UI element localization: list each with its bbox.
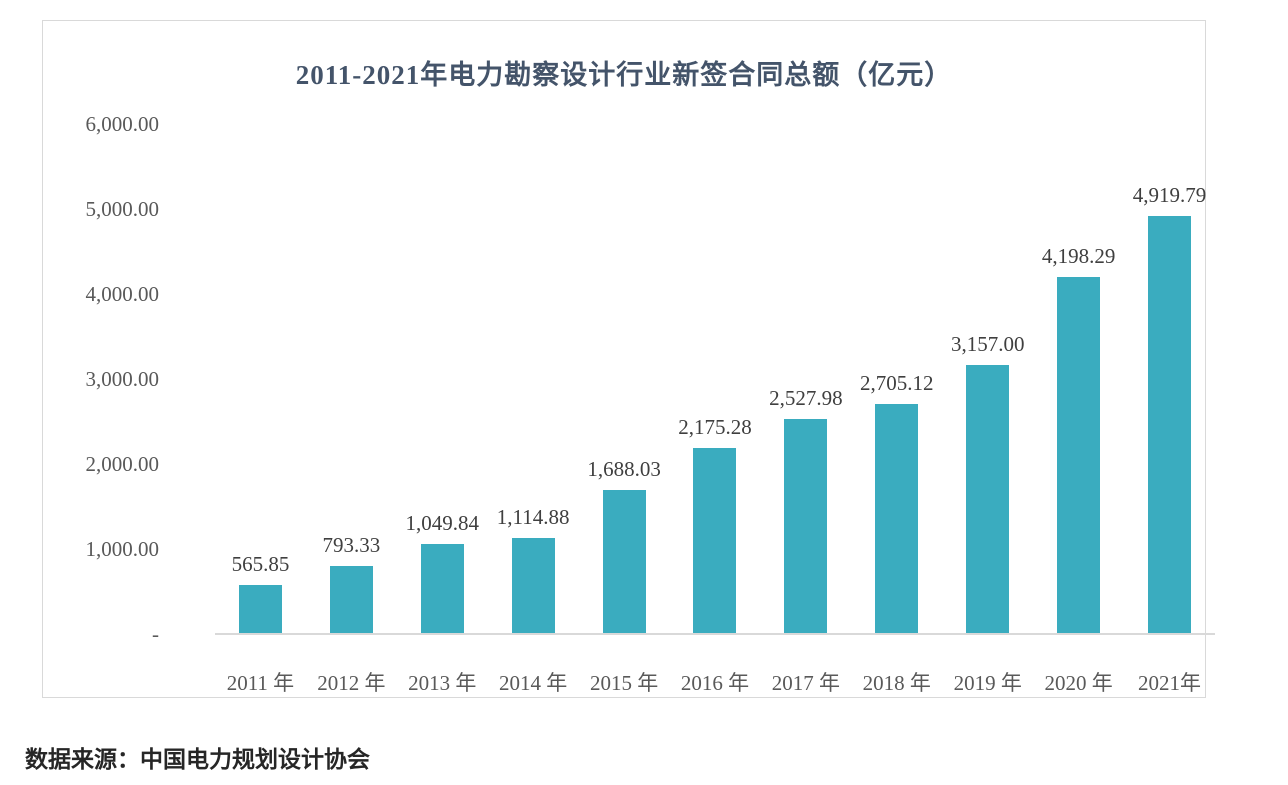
x-tick-label: 2018 年 [862, 671, 931, 695]
bar-slot: 3,157.00 [942, 124, 1033, 633]
bar-value-label: 2,705.12 [860, 371, 934, 395]
bar-slot: 4,919.79 [1124, 124, 1215, 633]
bar-value-label: 1,688.03 [587, 457, 661, 481]
bar-slot: 4,198.29 [1033, 124, 1124, 633]
bar-slot: 1,114.88 [488, 124, 579, 633]
source-note: 数据来源：中国电力规划设计协会 [25, 746, 370, 772]
chart-panel: 2011-2021年电力勘察设计行业新签合同总额（亿元） 6,000.00 5,0… [42, 20, 1215, 698]
x-tick-label: 2020 年 [1044, 671, 1113, 695]
y-tick-label: 4,000.00 [85, 282, 160, 306]
x-tick-label: 2011 年 [226, 671, 295, 695]
y-axis: 6,000.00 5,000.00 4,000.00 3,000.00 2,000.00… [43, 112, 160, 646]
x-tick-label: 2017 年 [771, 671, 841, 695]
plot-slots: 565.85 793.33 1,049.84 1,114.88 1,688.03 2,17… [215, 124, 1215, 633]
bar [329, 566, 373, 633]
x-axis: 2011 年 2012 年 2013 年 2014 年 2015 年 2016 年 2017… [215, 653, 1215, 697]
bar [966, 365, 1010, 633]
bar-slot: 2,527.98 [760, 124, 851, 633]
x-tick-label: 2019 年 [953, 671, 1022, 695]
bar-value-label: 2,527.98 [769, 386, 843, 410]
bar [420, 544, 464, 633]
bar-slot: 1,688.03 [579, 124, 670, 633]
bar-slot: 2,175.28 [670, 124, 761, 633]
x-tick-label: 2013 年 [408, 671, 477, 695]
x-tick-label: 2015 年 [589, 671, 659, 695]
bar-value-label: 793.33 [322, 533, 381, 557]
plot-area: 565.85 793.33 1,049.84 1,114.88 1,688.03 2,17… [215, 124, 1215, 635]
y-tick-label: 6,000.00 [85, 112, 160, 136]
chart-title: 2011-2021年电力勘察设计行业新签合同总额（亿元） [295, 60, 953, 90]
bar [784, 419, 828, 633]
x-tick-label: 2012 年 [317, 671, 386, 695]
bar-value-label: 1,049.84 [405, 511, 480, 535]
bar-value-label: 4,919.79 [1132, 183, 1207, 207]
y-tick-label: 5,000.00 [85, 197, 160, 221]
y-tick-label: 1,000.00 [85, 537, 160, 561]
x-tick-label: 2016 年 [680, 671, 750, 695]
bar [602, 490, 646, 633]
bar-value-label: 565.85 [231, 552, 290, 576]
x-tick-label: 2021年 [1138, 671, 1202, 695]
bar-slot: 1,049.84 [397, 124, 488, 633]
y-tick-label: - [152, 622, 159, 646]
x-tick-label: 2014 年 [499, 671, 568, 695]
y-tick-label: 2,000.00 [85, 452, 160, 476]
bar [1057, 277, 1101, 633]
bar-slot: 2,705.12 [851, 124, 942, 633]
bar-value-label: 4,198.29 [1041, 244, 1116, 268]
bar-slot: 565.85 [215, 124, 306, 633]
bar-slot: 793.33 [306, 124, 397, 633]
bar [875, 404, 919, 633]
bar [693, 448, 737, 633]
bar-value-label: 1,114.88 [496, 505, 570, 529]
bar [238, 585, 282, 633]
bar-value-label: 3,157.00 [950, 332, 1025, 356]
bar [511, 538, 555, 633]
bar-value-label: 2,175.28 [678, 415, 752, 439]
y-tick-label: 3,000.00 [85, 367, 160, 391]
bar [1148, 216, 1192, 633]
